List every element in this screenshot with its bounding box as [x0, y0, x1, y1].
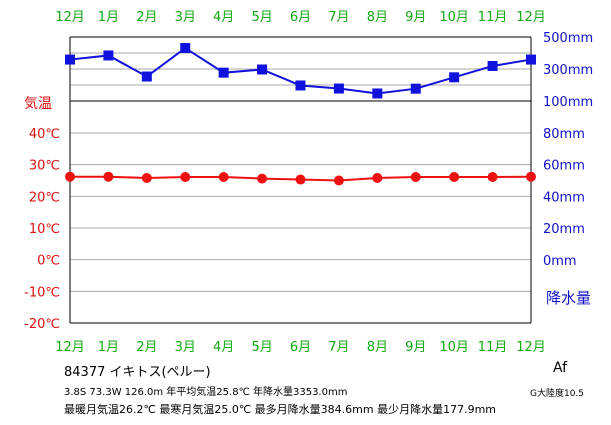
temperature-point [257, 173, 268, 184]
month-label-bottom: 1月 [98, 340, 119, 355]
month-label-top: 8月 [367, 10, 388, 25]
month-label-bottom: 8月 [367, 340, 388, 355]
continentality-index: G大陸度10.5 [530, 389, 585, 399]
temperature-point [218, 172, 229, 183]
precip-tick-label: 20mm [543, 222, 585, 237]
month-label-bottom: 12月 [516, 340, 546, 355]
precip-axis-title: 降水量 [546, 289, 591, 307]
month-label-top: 12月 [55, 10, 85, 25]
month-label-top: 2月 [136, 10, 157, 25]
precip-tick-label: 40mm [543, 190, 585, 205]
month-label-top: 1月 [98, 10, 119, 25]
station-extremes: 最暖月気温26.2℃ 最寒月気温25.0℃ 最多月降水量384.6mm 最少月降… [64, 403, 497, 416]
month-label-bottom: 11月 [478, 340, 508, 355]
month-label-bottom: 4月 [213, 340, 234, 355]
temperature-point [180, 172, 191, 183]
month-label-bottom: 7月 [328, 340, 349, 355]
temperature-point [449, 172, 460, 183]
month-label-top: 5月 [251, 10, 272, 25]
month-label-bottom: 10月 [439, 340, 469, 355]
temp-tick-label: -10℃ [24, 285, 60, 300]
month-label-top: 6月 [290, 10, 311, 25]
month-label-bottom: 3月 [175, 340, 196, 355]
precip-tick-label: 300mm [543, 63, 593, 78]
precipitation-point [333, 83, 344, 94]
precipitation-point [180, 43, 191, 54]
station-summary: 3.8S 73.3W 126.0m 年平均気温25.8℃ 年降水量3353.0m… [64, 387, 348, 398]
temperature-point [65, 171, 75, 182]
koppen-class: Af [553, 360, 568, 376]
precipitation-point [257, 64, 268, 75]
month-label-top: 9月 [405, 10, 426, 25]
month-label-top: 4月 [213, 10, 234, 25]
precipitation-point [372, 88, 383, 99]
temperature-point [141, 172, 152, 183]
temperature-point [103, 171, 114, 182]
precipitation-point [449, 72, 460, 83]
precipitation-point [65, 54, 75, 65]
precip-tick-label: 500mm [543, 31, 593, 46]
month-label-top: 3月 [175, 10, 196, 25]
precip-tick-label: 100mm [543, 95, 593, 110]
temp-tick-label: 40℃ [29, 127, 60, 142]
precip-tick-label: 60mm [543, 159, 585, 174]
climate-chart: 12月 12月 1月 1月 2月 2月 3月 3月 4月 4月 5月 5月 6月 6月 7月 7月 8月 8月 9月… [24, 10, 593, 355]
month-label-bottom: 6月 [290, 340, 311, 355]
month-label-top: 10月 [439, 10, 469, 25]
month-label-bottom: 5月 [251, 340, 272, 355]
temperature-point [487, 172, 498, 183]
temp-tick-label: 10℃ [29, 222, 60, 237]
temp-tick-label: 20℃ [29, 190, 60, 205]
temp-axis-title: 気温 [24, 96, 52, 112]
month-label-top: 7月 [328, 10, 349, 25]
precipitation-point [218, 67, 229, 78]
temperature-point [410, 172, 421, 183]
precipitation-point [295, 80, 306, 91]
month-label-top: 12月 [516, 10, 546, 25]
temp-tick-label: -20℃ [24, 317, 60, 332]
precipitation-point [141, 71, 152, 82]
temperature-point [295, 174, 306, 185]
month-label-bottom: 2月 [136, 340, 157, 355]
station-name: 84377 イキトス(ペルー) [64, 365, 211, 380]
precip-tick-label: 0mm [543, 254, 577, 269]
precipitation-point [410, 83, 421, 94]
temp-tick-label: 30℃ [29, 159, 60, 174]
month-label-bottom: 12月 [55, 340, 85, 355]
precipitation-point [487, 60, 498, 71]
temperature-point [526, 171, 536, 182]
month-label-top: 11月 [478, 10, 508, 25]
temperature-point [333, 175, 344, 186]
precip-tick-label: 80mm [543, 127, 585, 142]
temperature-point [372, 172, 383, 183]
precipitation-point [526, 54, 536, 65]
month-label-bottom: 9月 [405, 340, 426, 355]
precipitation-point [103, 50, 114, 61]
temp-tick-label: 0℃ [37, 254, 60, 269]
